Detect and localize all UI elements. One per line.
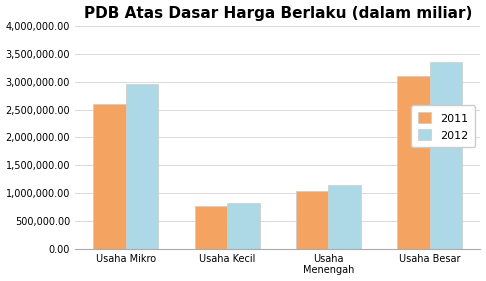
- Bar: [329, 185, 361, 249]
- Legend: 2011, 2012: 2011, 2012: [411, 105, 475, 147]
- Title: PDB Atas Dasar Harga Berlaku (dalam miliar): PDB Atas Dasar Harga Berlaku (dalam mili…: [84, 6, 472, 21]
- Bar: [126, 85, 158, 249]
- Bar: [93, 104, 126, 249]
- Bar: [430, 62, 462, 249]
- Bar: [296, 191, 329, 249]
- Bar: [227, 203, 260, 249]
- Bar: [195, 206, 227, 249]
- Bar: [397, 76, 430, 249]
